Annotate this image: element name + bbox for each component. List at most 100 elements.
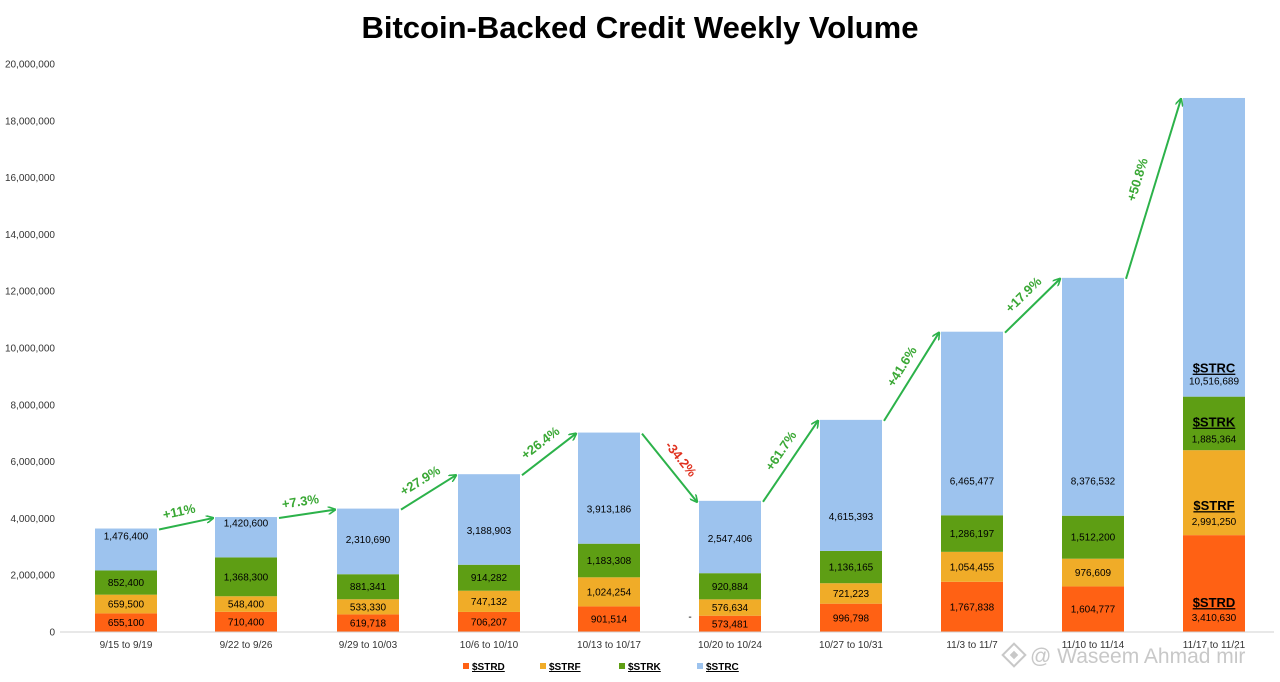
x-tick-label: 9/22 to 9/26 <box>220 640 273 651</box>
bar-stack <box>1062 277 1124 632</box>
growth-arrows: +11% +7.3% +27.9% +26.4% -34.2% +61.7% +41.6% +… <box>158 99 1181 531</box>
bar-segment-strc <box>458 474 520 565</box>
series-name-label: $STRK <box>1193 415 1236 430</box>
bar-stack <box>337 508 399 632</box>
data-label: 655,100 <box>108 618 145 629</box>
bar-segment-strf <box>578 577 640 607</box>
y-tick-label: 6,000,000 <box>11 457 56 468</box>
bar-segment-strf <box>458 590 520 612</box>
stray-mark: - <box>688 612 691 623</box>
y-tick-label: 8,000,000 <box>11 400 56 411</box>
bar-segment-strk <box>458 564 520 591</box>
watermark-text: @ Waseem Ahmad mir <box>1030 645 1245 668</box>
data-label: 1,024,254 <box>587 587 632 598</box>
pinwheel-logo-icon <box>1001 642 1027 668</box>
legend-item: $STRF <box>540 662 581 673</box>
data-label: 1,183,308 <box>587 556 632 567</box>
data-label: 706,207 <box>471 617 508 628</box>
growth-percent-label: +26.4% <box>518 423 563 462</box>
bars: 655,100 659,500 852,400 1,476,400 710,400 548… <box>95 97 1245 632</box>
growth-percent-label: +11% <box>161 501 197 523</box>
bar-segment-strd <box>215 611 277 632</box>
bar-segment-strf <box>699 599 761 616</box>
bar-segment-strc <box>337 508 399 575</box>
bar-segment-strk <box>1062 515 1124 559</box>
data-label: 996,798 <box>833 613 870 624</box>
bar-segment-strk <box>215 557 277 597</box>
y-tick-label: 14,000,000 <box>5 230 55 241</box>
growth-arrow <box>521 434 576 476</box>
data-label: 8,376,532 <box>1071 477 1116 488</box>
growth-percent-label: +61.7% <box>762 428 800 474</box>
growth-arrow <box>158 518 213 531</box>
growth-arrow <box>400 475 456 511</box>
data-label: 1,054,455 <box>950 562 995 573</box>
bar-segment-strf <box>1183 450 1245 536</box>
watermark: @ Waseem Ahmad mir <box>1001 642 1245 668</box>
x-axis: 9/15 to 9/19 9/22 to 9/26 9/29 to 10/03 10/… <box>60 631 1274 651</box>
bar-stack <box>1183 97 1245 632</box>
data-label: 747,132 <box>471 597 508 608</box>
data-label: 901,514 <box>591 615 628 626</box>
bar-segment-strf <box>337 599 399 615</box>
chart-title: Bitcoin-Backed Credit Weekly Volume <box>361 10 919 45</box>
data-label: 1,476,400 <box>104 531 149 542</box>
bar-segment-strk <box>941 515 1003 552</box>
bar-segment-strf <box>215 596 277 612</box>
bar-segment-strk <box>820 550 882 584</box>
legend-item: $STRK <box>619 662 662 673</box>
data-label: 6,465,477 <box>950 476 995 487</box>
x-tick-label: 11/3 to 11/7 <box>946 640 998 651</box>
bar-segment-strk <box>1183 396 1245 451</box>
legend-item: $STRC <box>697 662 739 673</box>
legend-label: $STRC <box>706 662 739 673</box>
data-label: 1,368,300 <box>224 572 269 583</box>
data-label: 3,188,903 <box>467 526 512 537</box>
growth-percent-label: +50.8% <box>1124 156 1151 203</box>
y-tick-label: 4,000,000 <box>11 514 56 525</box>
x-tick-label: 11/17 to 11/21 <box>1183 640 1246 651</box>
growth-percent-label: -34.2% <box>662 438 700 480</box>
growth-arrow <box>278 510 335 520</box>
legend-swatch <box>463 663 469 669</box>
bar-segment-strd <box>1183 535 1245 632</box>
y-tick-label: 16,000,000 <box>5 173 55 184</box>
y-tick-label: 10,000,000 <box>5 344 55 355</box>
legend: $STRD $STRF $STRK $STRC <box>463 662 739 673</box>
bar-segment-strd <box>95 613 157 632</box>
data-label: 10,516,689 <box>1189 377 1239 388</box>
bar-segment-strc <box>699 500 761 574</box>
data-label: 710,400 <box>228 617 265 628</box>
bar-stack <box>820 419 882 632</box>
data-label: 3,410,630 <box>1192 613 1237 624</box>
legend-swatch <box>540 663 546 669</box>
data-label: 1,420,600 <box>224 518 269 529</box>
legend-item: $STRD <box>463 662 505 673</box>
bar-segment-strf <box>820 583 882 604</box>
growth-percent-label: +27.9% <box>397 462 443 499</box>
data-label: 2,547,406 <box>708 534 753 545</box>
legend-label: $STRF <box>549 662 581 673</box>
growth-arrow <box>641 432 697 502</box>
bar-stack <box>578 432 640 632</box>
bar-segment-strd <box>458 611 520 632</box>
data-label: 533,330 <box>350 602 387 613</box>
data-label: 976,609 <box>1075 568 1112 579</box>
data-label: 2,310,690 <box>346 535 391 546</box>
data-label: 1,885,364 <box>1192 435 1237 446</box>
bar-segment-strc <box>95 528 157 571</box>
x-tick-label: 9/15 to 9/19 <box>100 640 153 651</box>
growth-percent-label: +41.6% <box>884 343 921 389</box>
bar-segment-strf <box>95 594 157 614</box>
data-label: 2,991,250 <box>1192 517 1237 528</box>
growth-arrow <box>1004 279 1060 334</box>
data-label: 920,884 <box>712 582 749 593</box>
bar-segment-strk <box>95 570 157 595</box>
data-label: 576,634 <box>712 603 749 614</box>
legend-label: $STRK <box>628 662 662 673</box>
growth-percent-label: +7.3% <box>281 491 320 511</box>
bar-segment-strc <box>941 331 1003 516</box>
bar-segment-strd <box>699 615 761 632</box>
bar-segment-strc <box>820 419 882 551</box>
bar-stack <box>215 517 277 632</box>
